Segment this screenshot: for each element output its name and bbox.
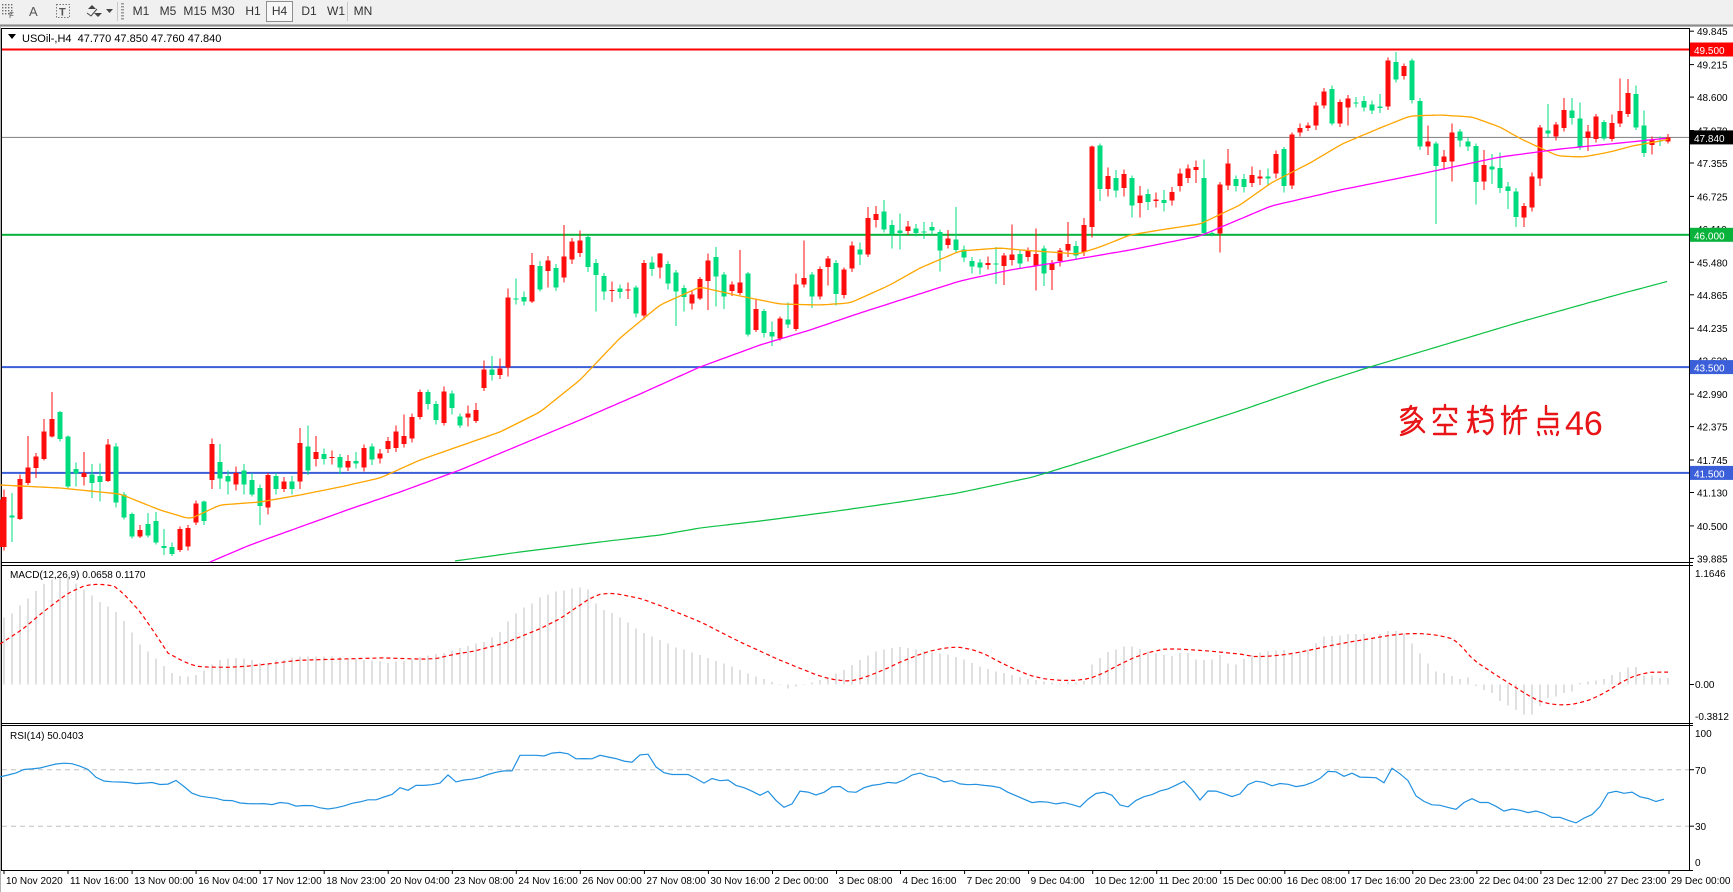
svg-text:2 Dec 00:00: 2 Dec 00:00: [775, 876, 829, 887]
svg-text:27 Dec 23:00: 27 Dec 23:00: [1607, 876, 1667, 887]
svg-text:13 Nov 00:00: 13 Nov 00:00: [134, 876, 194, 887]
svg-text:15 Dec 00:00: 15 Dec 00:00: [1223, 876, 1283, 887]
svg-text:47.840: 47.840: [1694, 134, 1725, 145]
svg-text:MACD(12,26,9) 0.0658 0.1170: MACD(12,26,9) 0.0658 0.1170: [10, 570, 146, 581]
svg-text:70: 70: [1695, 766, 1707, 777]
svg-text:42.990: 42.990: [1697, 390, 1728, 401]
svg-text:17 Nov 12:00: 17 Nov 12:00: [262, 876, 322, 887]
svg-text:29 Dec 00:00: 29 Dec 00:00: [1671, 876, 1731, 887]
svg-text:49.500: 49.500: [1694, 46, 1725, 57]
svg-text:4 Dec 16:00: 4 Dec 16:00: [903, 876, 957, 887]
svg-text:30: 30: [1695, 822, 1707, 833]
svg-text:18 Nov 23:00: 18 Nov 23:00: [326, 876, 386, 887]
svg-text:A: A: [29, 4, 38, 19]
svg-text:41.130: 41.130: [1697, 489, 1728, 500]
svg-text:9 Dec 04:00: 9 Dec 04:00: [1031, 876, 1085, 887]
svg-text:0: 0: [1695, 858, 1701, 869]
svg-text:41.745: 41.745: [1697, 456, 1728, 467]
svg-text:44.235: 44.235: [1697, 324, 1728, 335]
svg-text:49.215: 49.215: [1697, 61, 1728, 72]
svg-text:23 Dec 12:00: 23 Dec 12:00: [1543, 876, 1603, 887]
svg-text:20 Dec 23:00: 20 Dec 23:00: [1415, 876, 1475, 887]
svg-text:100: 100: [1695, 729, 1712, 740]
svg-text:49.845: 49.845: [1697, 27, 1728, 38]
svg-text:46: 46: [1565, 405, 1603, 443]
svg-text:10 Dec 12:00: 10 Dec 12:00: [1095, 876, 1155, 887]
svg-text:T: T: [59, 7, 66, 19]
svg-text:41.500: 41.500: [1694, 469, 1725, 480]
svg-text:48.600: 48.600: [1697, 93, 1728, 104]
svg-text:27 Nov 08:00: 27 Nov 08:00: [646, 876, 706, 887]
svg-text:17 Dec 16:00: 17 Dec 16:00: [1351, 876, 1411, 887]
svg-text:26 Nov 00:00: 26 Nov 00:00: [582, 876, 642, 887]
svg-text:F: F: [9, 11, 14, 20]
svg-text:44.865: 44.865: [1697, 291, 1728, 302]
svg-text:30 Nov 16:00: 30 Nov 16:00: [710, 876, 770, 887]
svg-text:45.480: 45.480: [1697, 258, 1728, 269]
svg-text:11 Dec 20:00: 11 Dec 20:00: [1159, 876, 1218, 887]
svg-text:39.885: 39.885: [1697, 554, 1728, 565]
svg-text:7 Dec 20:00: 7 Dec 20:00: [967, 876, 1021, 887]
svg-text:40.500: 40.500: [1697, 522, 1728, 533]
svg-text:RSI(14) 50.0403: RSI(14) 50.0403: [10, 731, 84, 742]
svg-text:16 Nov 04:00: 16 Nov 04:00: [198, 876, 258, 887]
svg-text:46.725: 46.725: [1697, 192, 1728, 203]
svg-text:0.00: 0.00: [1695, 680, 1715, 691]
svg-text:10 Nov 2020: 10 Nov 2020: [6, 876, 63, 887]
svg-text:USOil-,H4 47.770 47.850 47.76: USOil-,H4 47.770 47.850 47.760 47.840: [22, 33, 221, 45]
svg-text:20 Nov 04:00: 20 Nov 04:00: [390, 876, 450, 887]
svg-text:3 Dec 08:00: 3 Dec 08:00: [839, 876, 893, 887]
svg-text:43.500: 43.500: [1694, 364, 1725, 375]
svg-text:42.375: 42.375: [1697, 423, 1728, 434]
svg-text:24 Nov 16:00: 24 Nov 16:00: [518, 876, 578, 887]
svg-text:22 Dec 04:00: 22 Dec 04:00: [1479, 876, 1539, 887]
svg-text:47.355: 47.355: [1697, 159, 1728, 170]
svg-text:-0.3812: -0.3812: [1695, 712, 1729, 723]
svg-text:11 Nov 16:00: 11 Nov 16:00: [70, 876, 129, 887]
svg-text:46.000: 46.000: [1694, 231, 1725, 242]
svg-text:1.1646: 1.1646: [1695, 569, 1726, 580]
svg-text:23 Nov 08:00: 23 Nov 08:00: [454, 876, 514, 887]
svg-text:16 Dec 08:00: 16 Dec 08:00: [1287, 876, 1347, 887]
